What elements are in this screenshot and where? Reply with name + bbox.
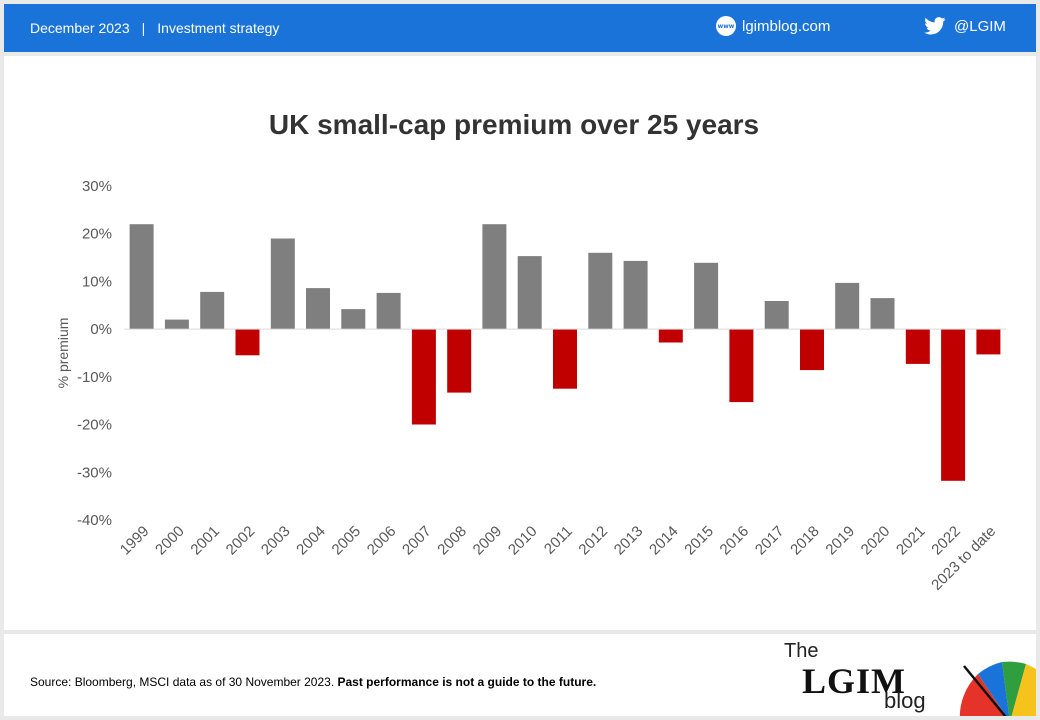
bar [376, 292, 401, 330]
y-tick-label: -30% [77, 464, 112, 481]
y-tick-label: -40% [77, 512, 112, 529]
bar [447, 329, 472, 393]
bar [870, 298, 895, 330]
bar [235, 329, 260, 356]
footer: Source: Bloomberg, MSCI data as of 30 No… [4, 634, 1036, 716]
y-tick-label: 10% [82, 273, 112, 290]
umbrella-icon [959, 661, 1036, 716]
bar [764, 301, 789, 330]
x-tick-label: 2011 [541, 523, 576, 558]
x-tick-label: 2000 [152, 523, 188, 559]
chart-panel: UK small-cap premium over 25 years 30% 20%… [4, 56, 1036, 630]
twitter-handle: @LGIM [954, 17, 1006, 35]
chart-title: UK small-cap premium over 25 years [269, 109, 759, 140]
www-globe-icon: www [716, 16, 736, 36]
y-axis-label: % premium [55, 318, 71, 389]
bar [694, 262, 719, 330]
x-tick-label: 2012 [575, 523, 611, 559]
bar [553, 329, 577, 389]
bar [306, 288, 330, 330]
bar [129, 224, 154, 330]
twitter-link[interactable]: @LGIM [924, 17, 1006, 35]
bar [729, 329, 754, 403]
source-text: Source: Bloomberg, MSCI data as of 30 No… [30, 675, 338, 689]
x-tick-label: 2019 [822, 523, 858, 559]
bar [976, 329, 1001, 355]
x-tick-label: 2009 [470, 523, 506, 559]
x-tick-label: 2002 [223, 523, 259, 559]
x-tick-label: 2020 [858, 523, 894, 559]
x-tick-label: 2018 [787, 523, 823, 559]
bar [588, 252, 613, 330]
bar [800, 329, 824, 371]
header-bar: December 2023 | Investment strategy www lg… [4, 4, 1036, 52]
bar [164, 319, 189, 330]
x-tick-label: 2006 [364, 523, 400, 559]
x-tick-label: 2015 [681, 523, 717, 559]
source-note: Source: Bloomberg, MSCI data as of 30 No… [30, 675, 596, 689]
bar [411, 329, 436, 425]
header-left: December 2023 | Investment strategy [30, 20, 279, 36]
header-date: December 2023 [30, 20, 130, 36]
website-label: lgimblog.com [742, 17, 831, 35]
x-tick-label: 2014 [646, 523, 682, 559]
bar [905, 329, 930, 364]
disclaimer-text: Past performance is not a guide to the f… [337, 675, 597, 689]
x-tick-label: 2001 [187, 523, 223, 559]
bar-chart: UK small-cap premium over 25 years 30% 20%… [55, 109, 1006, 594]
x-tick-label: 2016 [717, 523, 753, 559]
y-tick-label: 30% [82, 178, 112, 195]
x-tick-label: 2007 [399, 523, 435, 559]
bar [270, 238, 295, 330]
bar [835, 282, 860, 330]
x-tick-label: 2010 [505, 523, 541, 559]
x-tick-label: 2013 [611, 523, 647, 559]
x-tick-label: 2021 [893, 523, 929, 559]
lgim-blog-logo: The LGIM blog [784, 638, 1036, 716]
bar [623, 260, 648, 330]
x-tick-label: 2008 [434, 523, 470, 559]
bar [517, 256, 542, 330]
x-tick-label: 2004 [293, 523, 329, 559]
logo-lgim: LGIM [802, 661, 907, 701]
bar [658, 329, 683, 343]
x-tick-label: 2017 [752, 523, 788, 559]
logo-the: The [784, 640, 819, 662]
logo-blog: blog [884, 688, 926, 713]
bar [482, 224, 507, 330]
header-section: Investment strategy [157, 20, 280, 36]
header-separator: | [141, 20, 146, 36]
twitter-bird-icon [924, 17, 946, 35]
bar [341, 309, 366, 330]
y-tick-label: -10% [77, 369, 112, 386]
bar [200, 291, 225, 330]
bar [941, 329, 966, 481]
x-tick-label: 2005 [329, 523, 365, 559]
website-link[interactable]: www lgimblog.com [716, 16, 830, 36]
y-tick-label: -20% [77, 417, 112, 434]
y-tick-label: 20% [82, 226, 112, 243]
x-tick-label: 2003 [258, 523, 294, 559]
y-tick-label: 0% [90, 321, 112, 338]
x-tick-label: 1999 [117, 523, 153, 559]
